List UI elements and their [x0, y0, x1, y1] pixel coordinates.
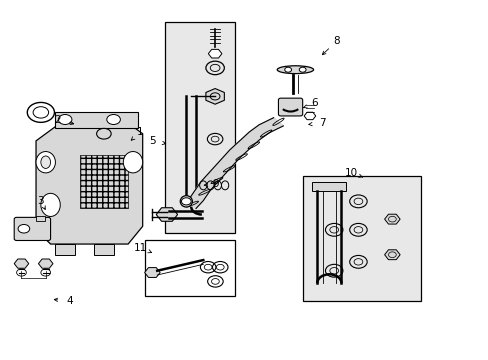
Polygon shape	[188, 118, 283, 208]
Circle shape	[58, 114, 72, 125]
Text: 8: 8	[333, 36, 339, 46]
Text: 6: 6	[311, 99, 318, 108]
Ellipse shape	[180, 195, 192, 207]
FancyBboxPatch shape	[14, 217, 50, 240]
Bar	[94, 244, 113, 255]
Text: 5: 5	[149, 136, 155, 146]
Text: 4: 4	[66, 296, 73, 306]
Bar	[55, 244, 75, 255]
Text: 11: 11	[133, 243, 146, 253]
Text: 7: 7	[318, 118, 325, 128]
Bar	[36, 216, 45, 221]
Ellipse shape	[123, 152, 142, 173]
Ellipse shape	[41, 193, 60, 216]
Text: 1: 1	[137, 127, 143, 137]
Circle shape	[106, 114, 120, 125]
Text: 10: 10	[344, 168, 357, 178]
Text: 3: 3	[38, 196, 44, 206]
Text: 2: 2	[55, 114, 61, 125]
Ellipse shape	[36, 152, 55, 173]
Ellipse shape	[41, 156, 50, 168]
Bar	[145, 240, 234, 296]
Circle shape	[181, 198, 191, 205]
Polygon shape	[36, 127, 142, 244]
Bar	[55, 112, 138, 129]
Circle shape	[18, 225, 30, 233]
Text: 9: 9	[212, 179, 218, 189]
Bar	[302, 176, 421, 301]
FancyBboxPatch shape	[278, 98, 302, 116]
Bar	[80, 155, 128, 208]
Circle shape	[97, 129, 111, 139]
Bar	[164, 22, 234, 233]
Ellipse shape	[277, 66, 313, 73]
Bar	[312, 182, 346, 191]
Circle shape	[284, 67, 291, 72]
Circle shape	[299, 67, 305, 72]
